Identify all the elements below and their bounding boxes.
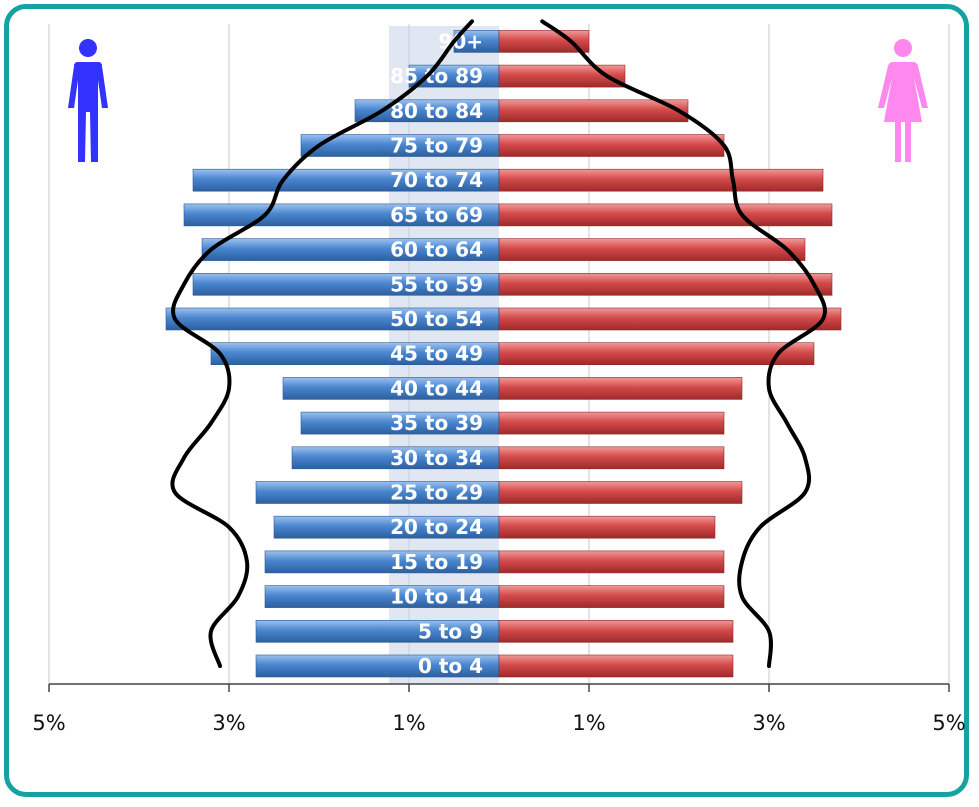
category-label: 60 to 64 — [390, 238, 483, 262]
category-label: 20 to 24 — [390, 515, 483, 539]
category-label: 65 to 69 — [390, 203, 483, 227]
male-person-icon — [68, 39, 108, 162]
curve-left — [170, 19, 474, 668]
bar-female[interactable] — [498, 307, 842, 331]
bar-female[interactable] — [498, 203, 833, 227]
bar-female[interactable] — [498, 446, 725, 470]
icons — [68, 39, 928, 162]
bar-female[interactable] — [498, 481, 743, 504]
category-label: 55 to 59 — [390, 272, 483, 296]
category-label: 35 to 39 — [390, 411, 483, 435]
x-axis: 5% 3% 1% 1% 3% 5% — [32, 683, 966, 735]
curve-right — [540, 19, 827, 668]
category-label: 15 to 19 — [390, 550, 483, 574]
category-label: 0 to 4 — [418, 654, 483, 678]
bar-female[interactable] — [498, 377, 743, 400]
x-tick-label: 3% — [212, 711, 245, 735]
category-label: 30 to 34 — [390, 446, 483, 470]
female-person-icon — [878, 39, 928, 162]
bar-female[interactable] — [498, 134, 725, 157]
overlay-curves — [170, 19, 827, 668]
bar-female[interactable] — [498, 619, 734, 643]
bar-female[interactable] — [498, 585, 725, 608]
x-tick-label: 1% — [572, 711, 605, 735]
x-tick-label: 5% — [932, 711, 965, 735]
female-body — [878, 62, 928, 162]
category-label: 45 to 49 — [390, 342, 483, 366]
x-tick-label: 5% — [32, 711, 65, 735]
category-label: 50 to 54 — [390, 307, 483, 331]
bar-female[interactable] — [498, 515, 716, 539]
bar-female[interactable] — [498, 342, 815, 366]
bar-female[interactable] — [498, 64, 626, 88]
bar-female[interactable] — [498, 30, 590, 53]
category-label: 75 to 79 — [390, 134, 483, 158]
category-label: 70 to 74 — [390, 168, 483, 192]
category-label: 40 to 44 — [390, 376, 483, 400]
bar-female[interactable] — [498, 411, 725, 435]
x-tick-label: 1% — [392, 711, 425, 735]
category-label: 80 to 84 — [390, 99, 483, 123]
bars — [165, 30, 842, 678]
bar-female[interactable] — [498, 168, 824, 192]
male-head — [79, 39, 97, 57]
bar-female[interactable] — [498, 238, 806, 261]
category-label: 25 to 29 — [390, 481, 483, 505]
category-label: 5 to 9 — [418, 619, 483, 643]
category-label: 10 to 14 — [390, 585, 483, 609]
bar-female[interactable] — [498, 272, 833, 296]
female-head — [894, 39, 912, 57]
category-labels: 0 to 4 5 to 9 10 to 14 15 to 19 20 to 24 25 t… — [390, 29, 483, 678]
bar-female[interactable] — [498, 550, 725, 574]
male-body — [68, 62, 108, 162]
x-tick-label: 3% — [752, 711, 785, 735]
bar-female[interactable] — [498, 99, 689, 123]
bar-female[interactable] — [498, 654, 734, 678]
